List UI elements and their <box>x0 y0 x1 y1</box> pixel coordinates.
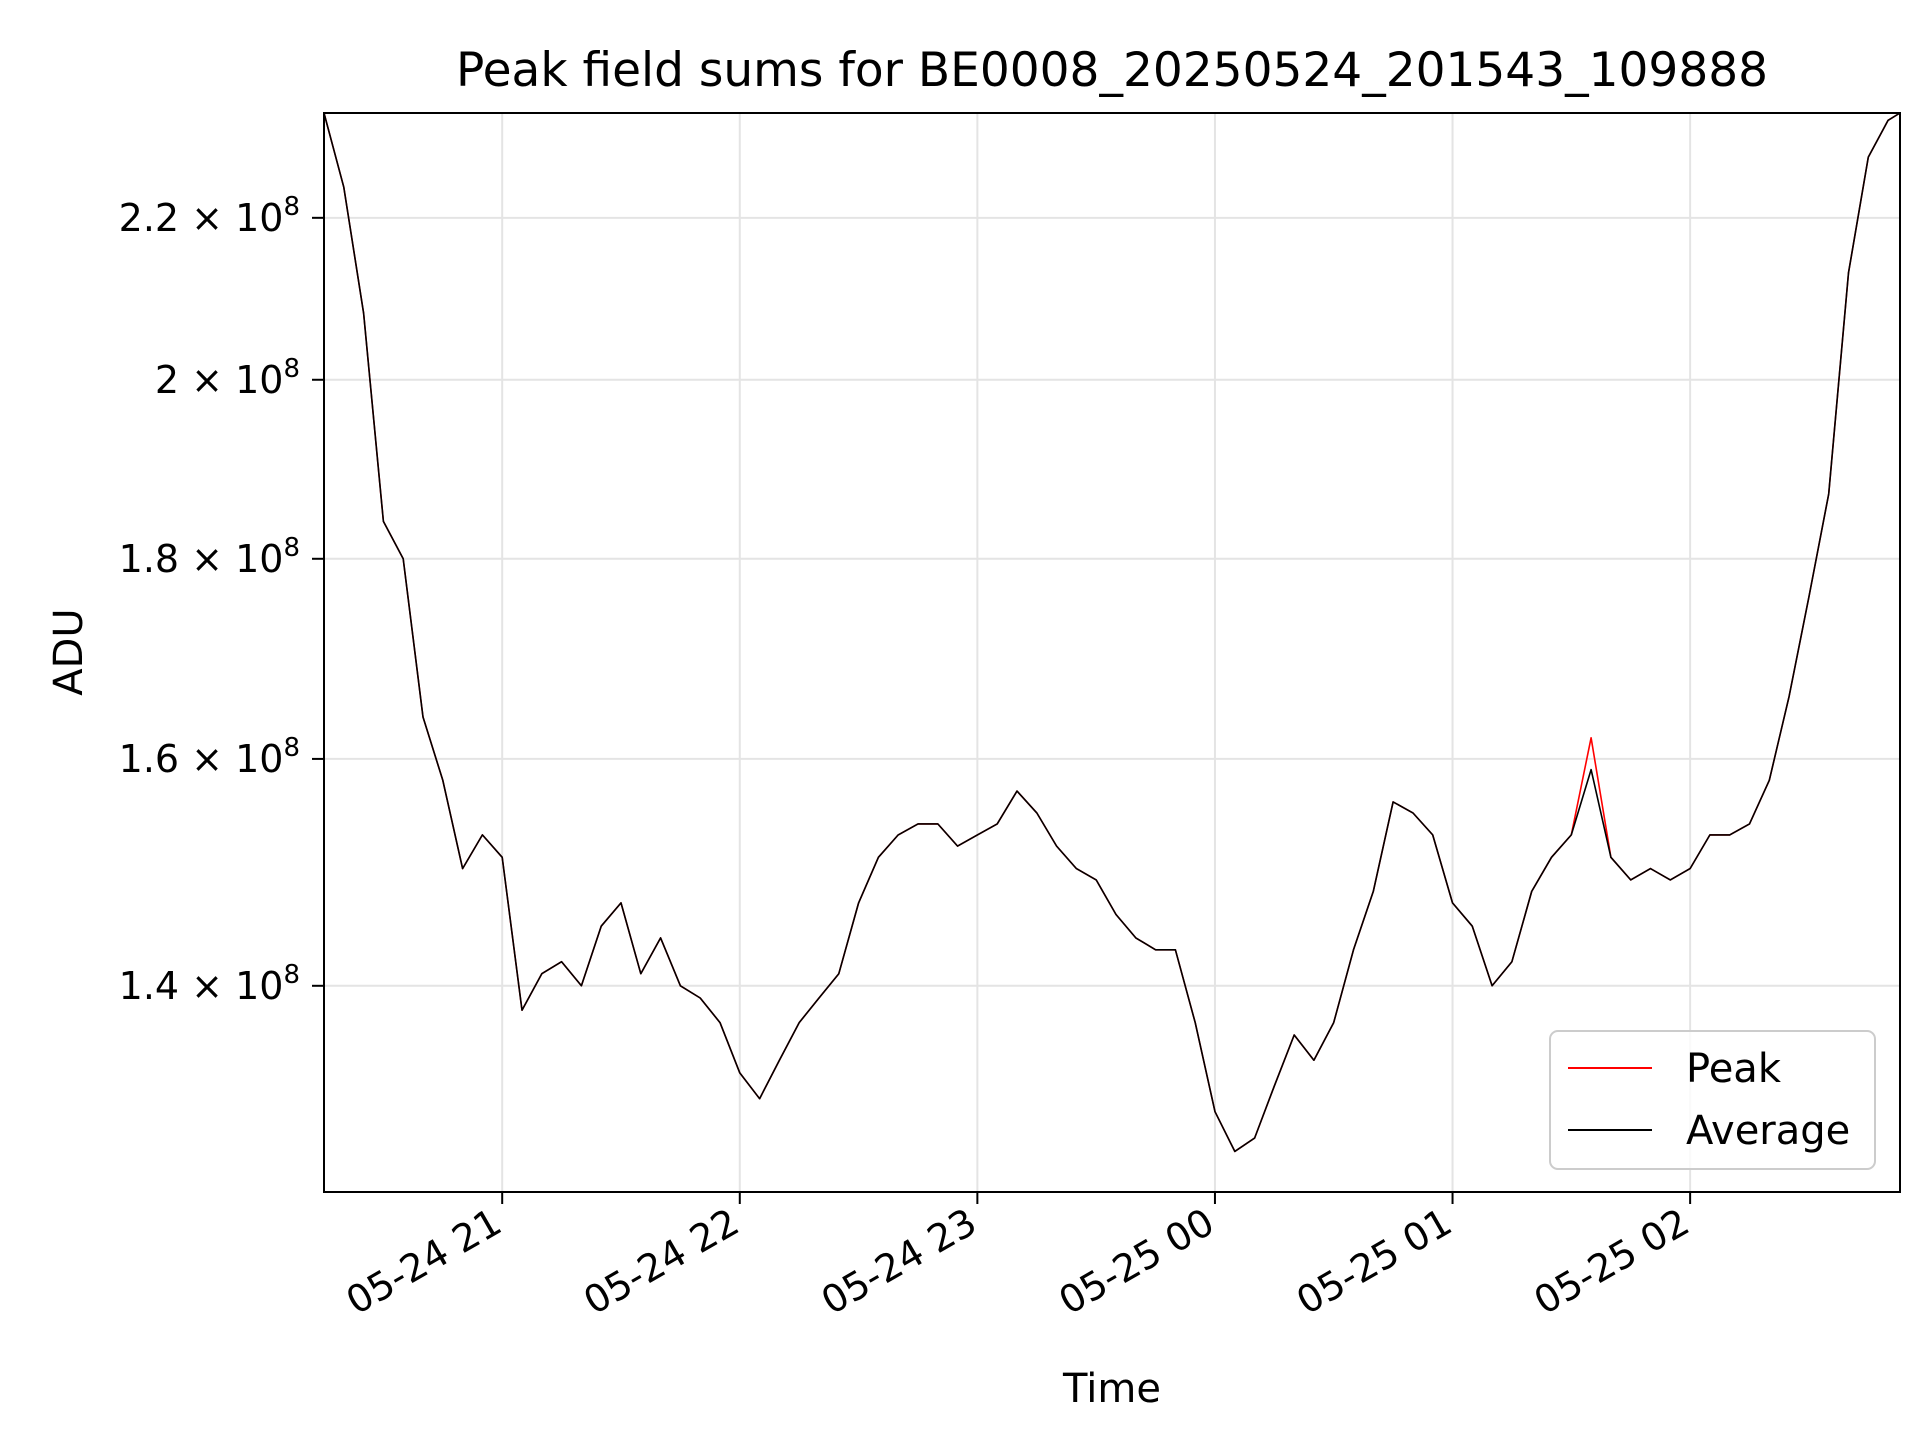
y-tick-label: 1.8 × 108 <box>119 533 300 581</box>
legend-label-average: Average <box>1686 1108 1850 1154</box>
grid <box>324 113 1900 1192</box>
y-tick-label: 2.2 × 108 <box>119 192 300 240</box>
y-tick-label: 1.4 × 108 <box>119 960 300 1008</box>
y-tick-label: 1.6 × 108 <box>119 733 300 781</box>
y-axis-label: ADU <box>46 608 92 695</box>
legend-label-peak: Peak <box>1686 1046 1782 1092</box>
y-tick-label: 2 × 108 <box>155 354 300 402</box>
legend-box <box>1549 1030 1876 1170</box>
series-line-average <box>323 112 1901 1153</box>
series-layer <box>323 112 1901 1153</box>
y-axis: 1.4 × 108 1.6 × 108 1.8 × 108 2 × 108 2.2 × … <box>119 192 324 1008</box>
plot-frame <box>323 112 1901 1193</box>
x-axis-label: Time <box>1062 1366 1161 1412</box>
legend: Peak Average <box>1549 1030 1876 1170</box>
plot-area <box>324 113 1900 1192</box>
chart-title: Peak field sums for BE0008_20250524_2015… <box>456 43 1768 98</box>
